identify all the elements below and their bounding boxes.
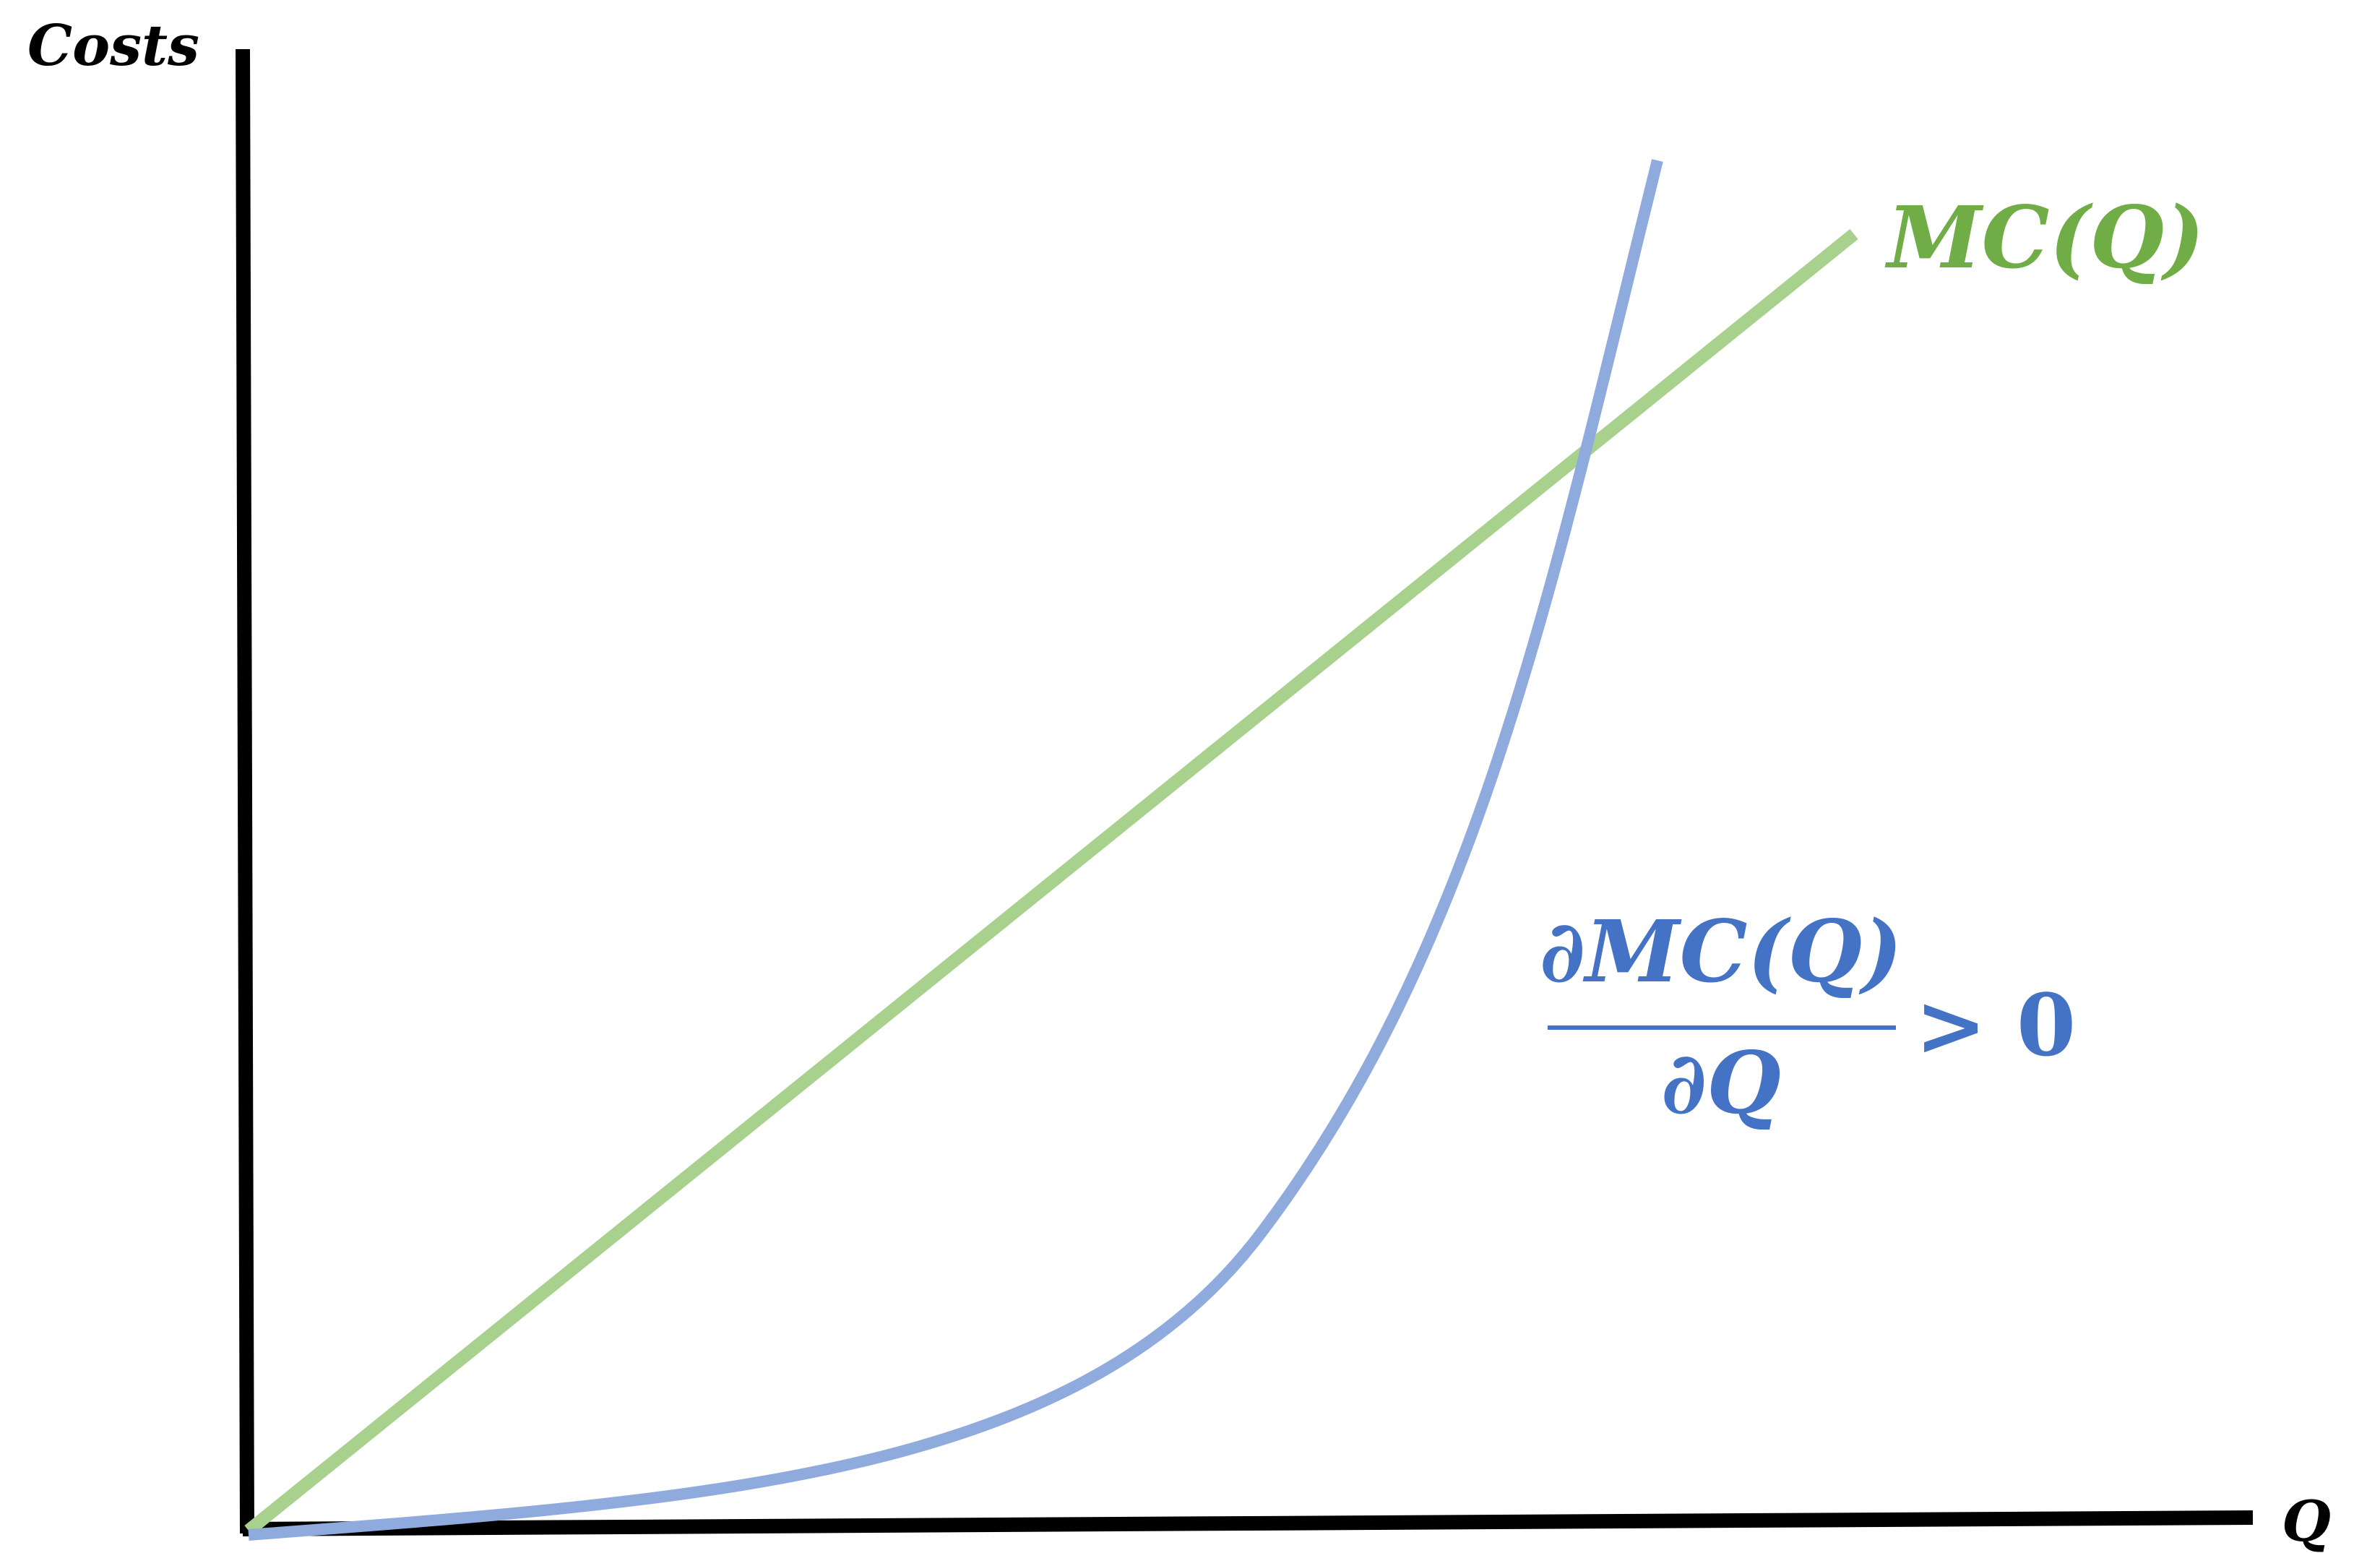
y-axis-label: Costs [27,13,199,79]
annotation-denominator: ∂Q [1661,1033,1781,1133]
x-axis [242,1510,2254,1536]
annotation-value: 0 [2017,975,2076,1075]
annotation-relation: > [1915,975,1987,1075]
derivative-annotation: ∂MC(Q) ∂Q > 0 [1540,901,2076,1133]
series-convex-curve [248,159,1663,1541]
x-axis-label: Q [2282,1489,2331,1553]
series-mc-label: MC(Q) [1884,187,2204,288]
annotation-numerator: ∂MC(Q) [1540,901,1902,1002]
series-mc-line [244,228,1858,1536]
y-axis [236,48,254,1534]
